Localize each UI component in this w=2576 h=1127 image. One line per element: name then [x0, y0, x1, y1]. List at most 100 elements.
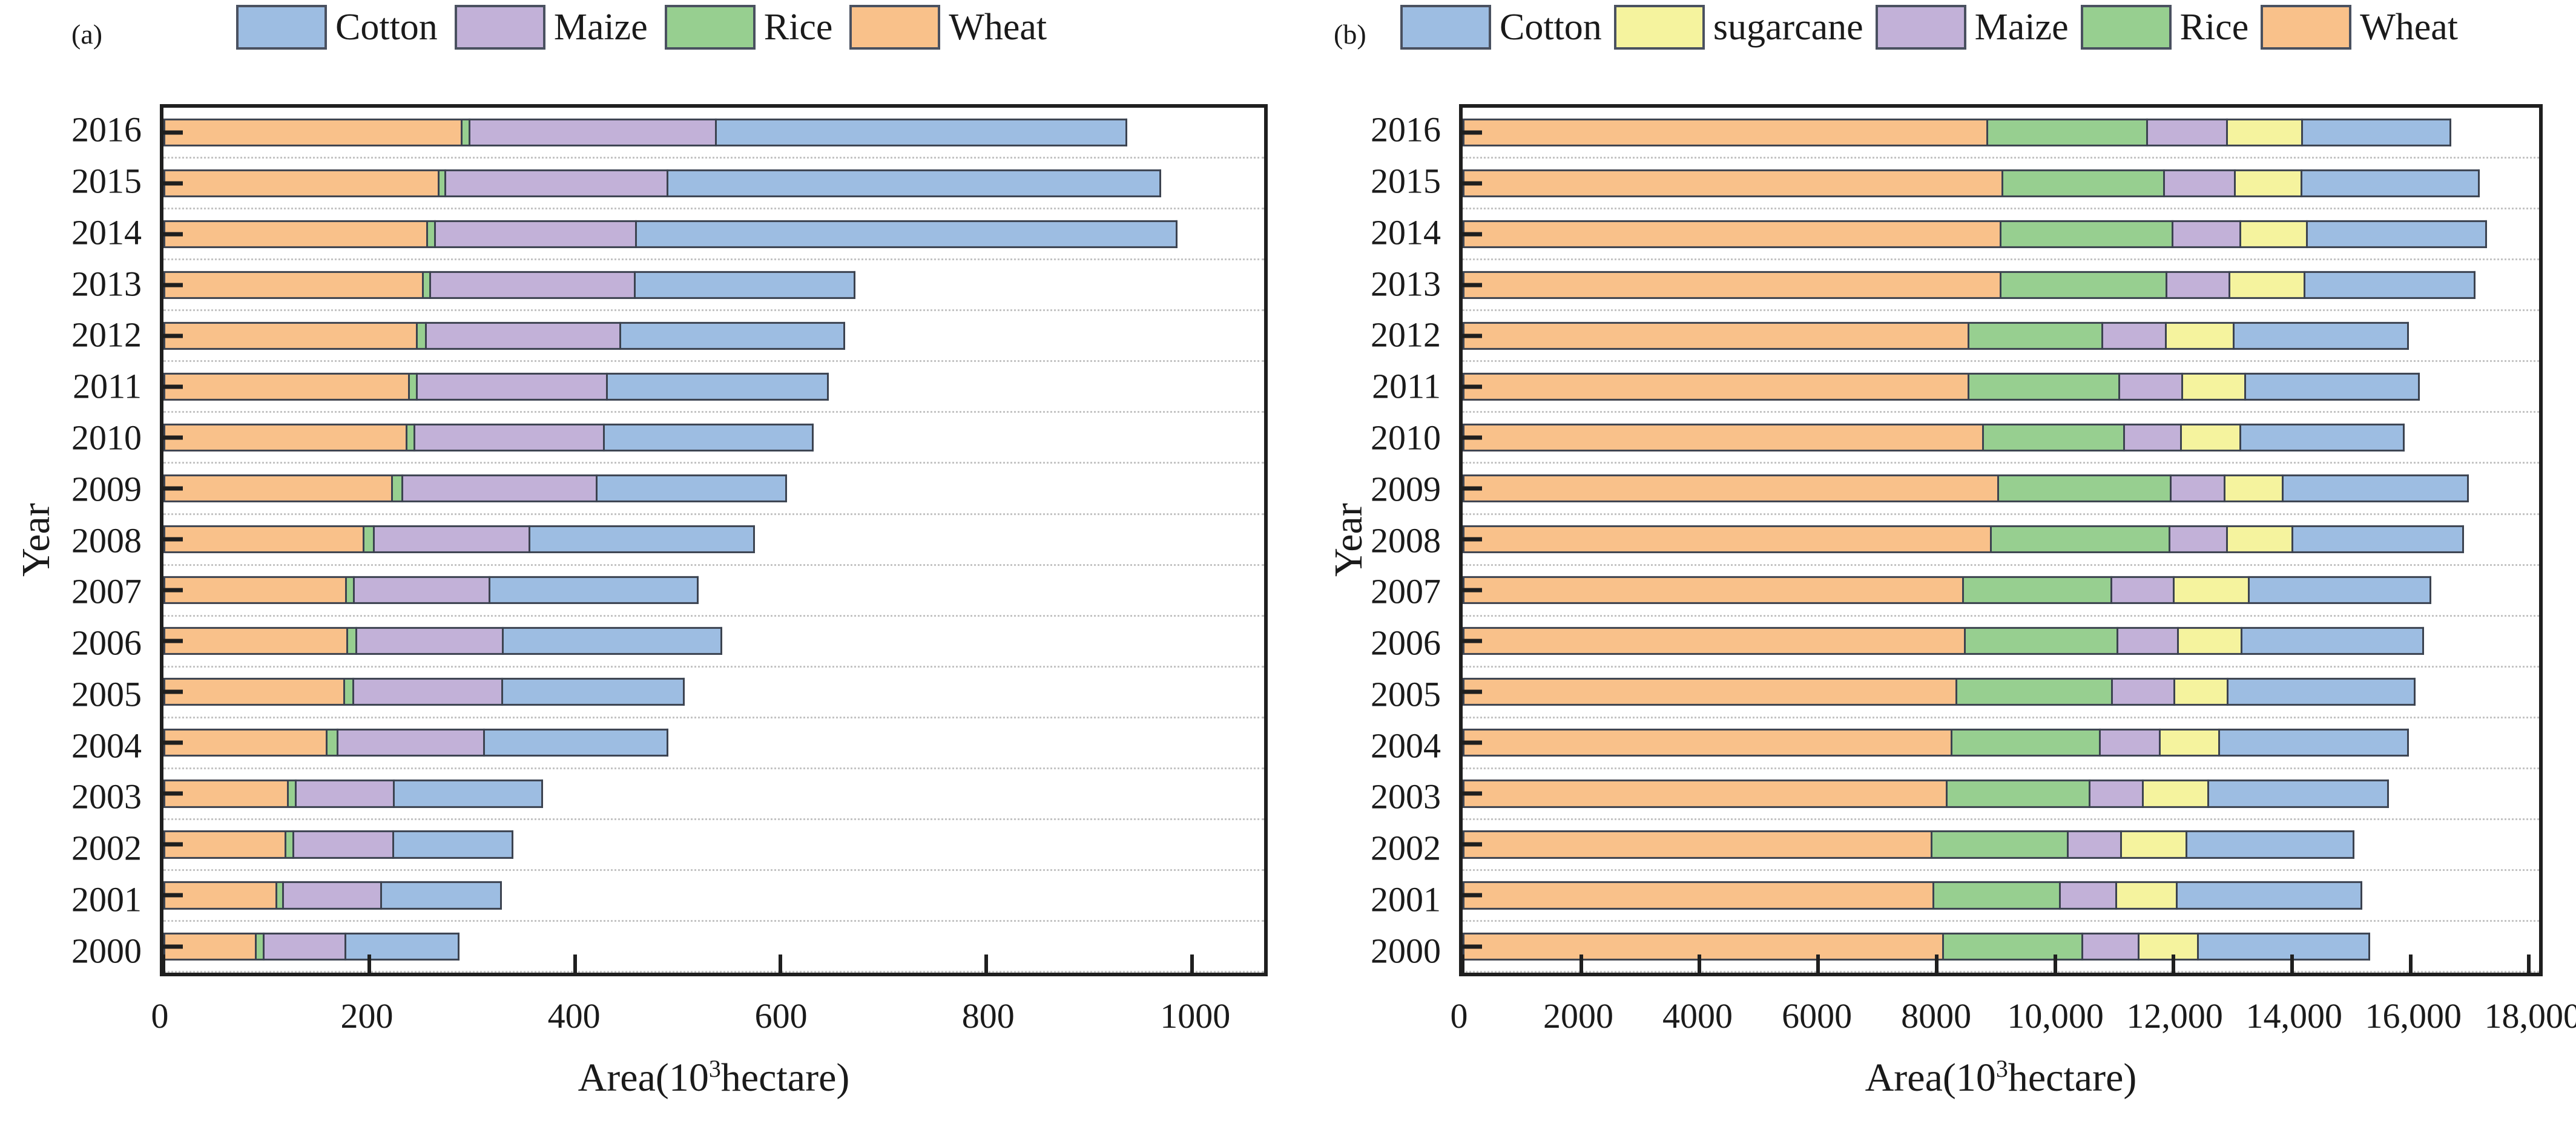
- bar-segment-cotton: [381, 881, 502, 910]
- bar-segment-rice: [1934, 881, 2061, 910]
- bar-segment-rice: [1998, 474, 2172, 503]
- legend-label: Cotton: [1500, 6, 1602, 48]
- bar-segment-wheat: [163, 576, 348, 605]
- bar-row-2004: [1463, 718, 2539, 769]
- stacked-bar-2010: [1463, 423, 2405, 452]
- bar-segment-maize: [2112, 576, 2175, 605]
- x-axis-tick: [779, 954, 783, 973]
- bar-row-2008: [1463, 515, 2539, 566]
- bar-segment-rice: [1964, 576, 2113, 605]
- x-axis-tick: [573, 954, 577, 973]
- bar-segment-rice: [424, 271, 431, 299]
- x-axis-tick-label: 0: [1450, 996, 1468, 1036]
- axis-label-x: Area(103hectare): [578, 1054, 850, 1101]
- bar-segment-rice: [1988, 118, 2148, 146]
- bar-row-2014: [163, 209, 1264, 261]
- legend-swatch-rice: [2080, 5, 2172, 50]
- bar-segment-wheat: [163, 271, 424, 299]
- bar-segment-wheat: [1463, 932, 1944, 961]
- x-axis-tick-label: 1000: [1160, 996, 1231, 1036]
- plot-area: [1459, 104, 2543, 976]
- bar-segment-maize: [2165, 169, 2236, 197]
- bar-segment-rice: [344, 678, 354, 706]
- bar-segment-maize: [436, 220, 637, 248]
- bar-segment-wheat: [1463, 780, 1948, 808]
- year-label-2016: 2016: [1371, 110, 1441, 150]
- x-axis-tick: [2290, 954, 2294, 973]
- x-axis-tick-label: 18,000: [2484, 996, 2576, 1036]
- year-label-2008: 2008: [71, 521, 142, 560]
- bar-segment-rice: [1952, 729, 2101, 757]
- legend-item-cotton: Cotton: [236, 5, 438, 50]
- y-axis-tick: [163, 486, 183, 491]
- bar-segment-wheat: [163, 830, 286, 859]
- bar-segment-cotton: [2187, 830, 2354, 859]
- bar-segment-wheat: [163, 474, 394, 503]
- x-axis-tick-label: 200: [340, 996, 394, 1036]
- y-axis-tick: [163, 842, 183, 847]
- year-label-2012: 2012: [1371, 315, 1441, 355]
- bar-segment-wheat: [1463, 321, 1969, 350]
- bar-segment-maize: [338, 729, 485, 757]
- bar-segment-cotton: [2209, 780, 2390, 808]
- bar-segment-cotton: [597, 474, 787, 503]
- x-axis-tick: [2408, 954, 2413, 973]
- bar-segment-sugarcane: [2167, 321, 2235, 350]
- axis-label-x-superscript: 3: [708, 1055, 721, 1082]
- x-axis-tick: [984, 954, 989, 973]
- bar-row-2011: [163, 362, 1264, 413]
- stacked-bar-2007: [1463, 576, 2431, 605]
- y-axis-tick: [1463, 791, 1482, 796]
- plot-area: [160, 104, 1268, 976]
- x-axis-tick: [2053, 954, 2057, 973]
- bar-segment-wheat: [163, 220, 429, 248]
- stacked-bar-2005: [1463, 678, 2416, 706]
- bar-row-2006: [163, 617, 1264, 668]
- bar-segment-sugarcane: [2183, 372, 2246, 401]
- x-axis-tick-label: 600: [754, 996, 808, 1036]
- bar-segment-wheat: [163, 525, 365, 554]
- bar-segment-wheat: [163, 729, 328, 757]
- x-axis-tick: [1461, 954, 1464, 973]
- bar-segment-maize: [2113, 678, 2175, 706]
- bar-segment-cotton: [605, 423, 814, 452]
- bar-row-2013: [163, 260, 1264, 312]
- year-label-2005: 2005: [71, 674, 142, 714]
- year-label-2011: 2011: [73, 366, 142, 406]
- bar-segment-rice: [1957, 678, 2113, 706]
- bar-segment-rice: [364, 525, 375, 554]
- bar-row-2010: [163, 413, 1264, 464]
- bar-segment-cotton: [503, 678, 685, 706]
- bar-segment-cotton: [2249, 576, 2431, 605]
- x-axis-tick: [1816, 954, 1820, 973]
- bar-segment-maize: [2172, 474, 2225, 503]
- bar-segment-rice: [347, 576, 355, 605]
- bar-segment-cotton: [2241, 423, 2405, 452]
- year-label-2010: 2010: [71, 418, 142, 458]
- stacked-bar-2002: [1463, 830, 2354, 859]
- bar-segment-cotton: [2177, 881, 2363, 910]
- year-label-2006: 2006: [1371, 623, 1441, 663]
- bar-segment-maize: [426, 321, 622, 350]
- bar-segment-cotton: [621, 321, 846, 350]
- bar-segment-rice: [393, 474, 403, 503]
- year-label-2009: 2009: [1371, 469, 1441, 509]
- x-axis-tick-labels: 0 2000 4000 6000 8000 10,000 12,000 14,000 16,00…: [1451, 996, 2576, 1044]
- year-label-2002: 2002: [71, 828, 142, 868]
- bar-segment-wheat: [1463, 220, 2001, 248]
- y-axis-tick: [1463, 435, 1482, 440]
- year-label-2010: 2010: [1371, 418, 1441, 458]
- year-label-2014: 2014: [71, 212, 142, 252]
- year-label-2001: 2001: [71, 879, 142, 919]
- bar-segment-rice: [1966, 627, 2118, 656]
- bar-segment-sugarcane: [2225, 474, 2284, 503]
- stacked-bar-2003: [163, 780, 543, 808]
- bar-segment-rice: [1932, 830, 2069, 859]
- axis-label-x-suffix: hectare): [2008, 1056, 2137, 1100]
- legend-item-sugarcane: sugarcane: [1613, 5, 1863, 50]
- y-axis-tick: [163, 384, 183, 389]
- bar-row-2004: [163, 718, 1264, 769]
- bar-segment-cotton: [2242, 627, 2425, 656]
- bar-row-2013: [1463, 260, 2539, 312]
- y-axis-tick: [163, 537, 183, 542]
